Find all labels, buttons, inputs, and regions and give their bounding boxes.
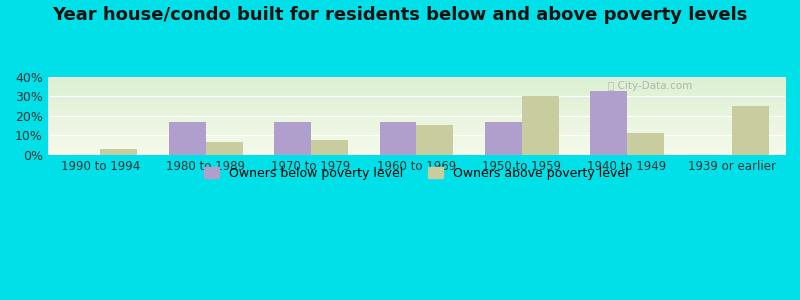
Bar: [485, 122, 522, 155]
Bar: [522, 97, 558, 155]
Text: ⓘ City-Data.com: ⓘ City-Data.com: [608, 81, 692, 91]
Legend: Owners below poverty level, Owners above poverty level: Owners below poverty level, Owners above…: [199, 162, 634, 184]
Bar: [627, 133, 664, 155]
Bar: [379, 122, 416, 155]
Bar: [206, 142, 242, 155]
Bar: [311, 140, 348, 155]
Bar: [100, 149, 138, 155]
Bar: [590, 91, 627, 155]
Bar: [169, 122, 206, 155]
Bar: [274, 122, 311, 155]
Text: Year house/condo built for residents below and above poverty levels: Year house/condo built for residents bel…: [52, 6, 748, 24]
Bar: [732, 106, 770, 155]
Bar: [416, 125, 454, 155]
